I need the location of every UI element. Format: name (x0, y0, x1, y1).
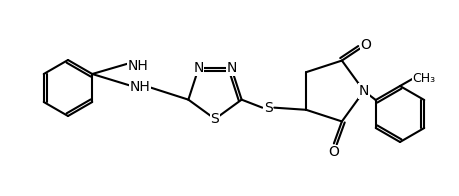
Text: CH₃: CH₃ (412, 72, 435, 84)
Text: O: O (360, 38, 370, 52)
Text: N: N (193, 61, 203, 75)
Text: NH: NH (129, 80, 151, 94)
Text: N: N (358, 84, 369, 98)
Text: S: S (263, 101, 272, 115)
Text: NH: NH (127, 59, 148, 73)
Text: O: O (328, 145, 339, 159)
Text: N: N (226, 61, 236, 75)
Text: S: S (210, 112, 219, 126)
